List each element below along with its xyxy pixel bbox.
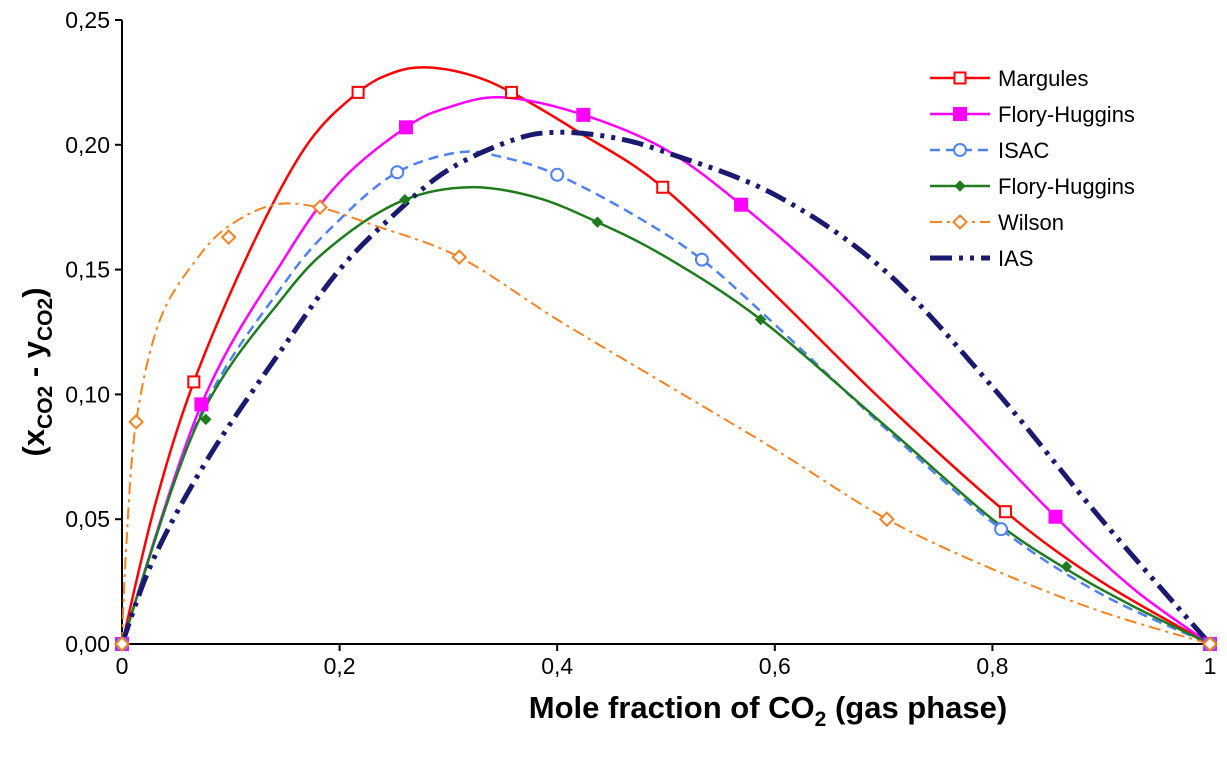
legend-marker-2 xyxy=(953,143,967,157)
series-1-point xyxy=(1048,509,1063,524)
x-tick-label: 0,6 xyxy=(759,653,791,679)
series-1-point xyxy=(576,107,591,122)
legend-marker-0 xyxy=(953,71,967,85)
series-line-4 xyxy=(121,202,1211,645)
series-3-point xyxy=(591,216,604,228)
series-line-0 xyxy=(120,66,1211,646)
legend-label-1: Flory-Huggins xyxy=(998,102,1135,127)
y-tick-label: 0,05 xyxy=(65,506,110,532)
series-4-point xyxy=(128,413,145,430)
series-3-point xyxy=(1060,560,1073,573)
y-tick-label: 0,10 xyxy=(65,381,110,407)
tick-labels: 0,00 0,05 0,10 0,15 0,20 0,25 0 0,2 0,4 0,6 0,8 1 xyxy=(65,7,1216,679)
series-4-point xyxy=(1202,636,1218,652)
x-tick-label: 0 xyxy=(116,653,129,679)
series-0-point xyxy=(187,375,201,389)
legend-label-0: Margules xyxy=(998,66,1088,91)
legend-label-3: Flory-Huggins xyxy=(998,174,1135,199)
series-line-5 xyxy=(119,129,1212,646)
x-tick-label: 1 xyxy=(1204,653,1217,679)
legend-label-4: Wilson xyxy=(998,210,1064,235)
series-3-point xyxy=(754,313,767,326)
legend-label-2: ISAC xyxy=(998,138,1049,163)
series-1-point xyxy=(398,120,413,135)
series-4-point xyxy=(312,199,328,216)
x-tick-label: 0,2 xyxy=(324,653,356,679)
x-tick-label: 0,8 xyxy=(976,653,1008,679)
legend: Margules Flory-Huggins ISAC Flory-Huggins Wi… xyxy=(930,66,1135,271)
series-4-point xyxy=(114,636,130,652)
x-tick-label: 0,4 xyxy=(541,653,573,679)
series-2-point xyxy=(550,167,565,182)
series-0-point xyxy=(998,505,1012,519)
series-1-point xyxy=(734,197,749,212)
legend-label-5: IAS xyxy=(998,246,1033,271)
x-axis-title: Mole fraction of CO2 (gas phase) xyxy=(529,690,1007,731)
legend-marker-1 xyxy=(953,107,967,121)
y-tick-label: 0,15 xyxy=(65,257,110,283)
y-tick-label: 0,20 xyxy=(65,132,110,158)
y-tick-label: 0,25 xyxy=(65,7,110,33)
series-0-point xyxy=(656,180,670,194)
series-2-point xyxy=(390,165,405,180)
series-3-point xyxy=(399,194,411,206)
series-0-point xyxy=(505,85,519,99)
series-4-point xyxy=(220,229,237,246)
y-tick-label: 0,00 xyxy=(65,631,110,657)
series-4-point xyxy=(878,511,895,528)
series-line-2 xyxy=(120,150,1211,646)
y-axis-title: (xCO2 - yCO2) xyxy=(16,287,57,456)
series-2-point xyxy=(694,252,709,267)
series-1-point xyxy=(194,397,209,412)
series-4-point xyxy=(451,249,468,266)
series-markers xyxy=(114,85,1218,652)
series-3-point xyxy=(200,413,212,426)
axes xyxy=(115,19,1211,651)
legend-marker-4 xyxy=(952,214,968,230)
series-0-point xyxy=(351,85,365,99)
series-2-point xyxy=(994,522,1009,537)
legend-marker-3 xyxy=(954,180,966,192)
